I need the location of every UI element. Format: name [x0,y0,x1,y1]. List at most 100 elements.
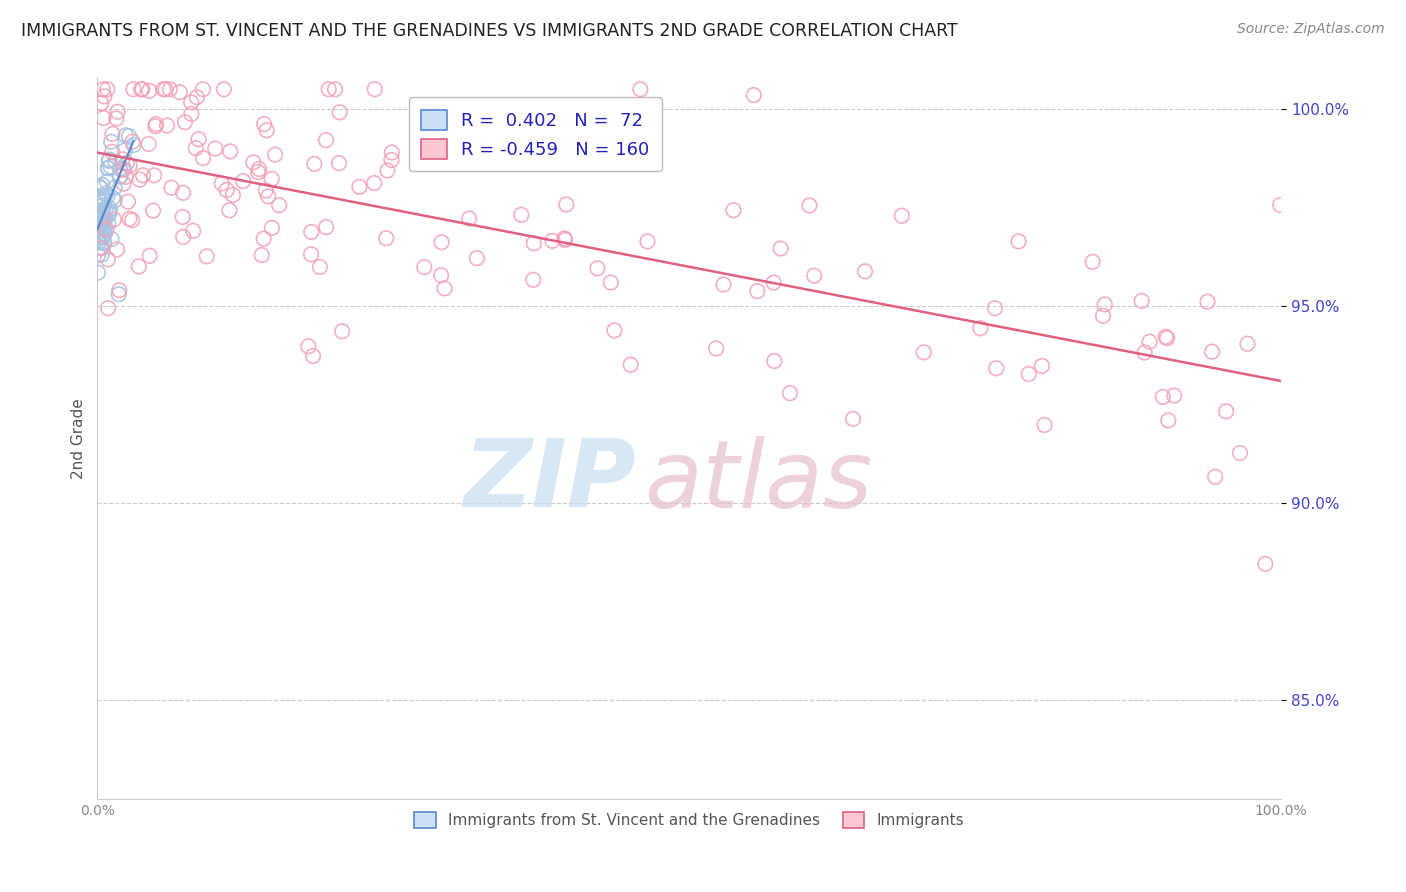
Point [204,142,226,156]
Point [599,276,621,290]
Point [799,198,821,212]
Point [180,107,202,121]
Point [564,155,586,169]
Point [90,247,112,261]
Point [114,144,136,158]
Point [94,227,117,241]
Point [96,175,118,189]
Point [260,171,283,186]
Point [91,218,114,232]
Point [98,204,121,219]
Point [186,90,208,104]
Point [93,202,115,217]
Point [142,203,165,218]
Point [763,354,786,368]
Point [91,241,114,255]
Point [181,224,204,238]
Point [90,181,112,195]
Point [118,211,141,226]
Point [364,82,387,96]
Point [603,323,626,337]
Point [1154,330,1177,344]
Point [91,213,114,227]
Point [329,105,352,120]
Point [118,129,141,144]
Point [93,192,115,206]
Point [510,208,533,222]
Point [853,264,876,278]
Point [315,133,337,147]
Point [318,82,340,96]
Point [97,153,120,168]
Point [101,127,124,141]
Point [87,230,110,244]
Point [912,345,935,359]
Point [219,145,242,159]
Point [107,287,129,301]
Point [94,186,117,201]
Point [195,249,218,263]
Point [555,197,578,211]
Point [93,193,115,207]
Point [723,203,745,218]
Point [108,169,131,184]
Point [160,180,183,194]
Point [302,349,325,363]
Point [91,204,114,219]
Point [96,222,118,236]
Point [620,358,643,372]
Point [104,154,127,169]
Point [349,179,371,194]
Point [264,147,287,161]
Point [1157,413,1180,427]
Point [100,232,122,246]
Point [105,243,128,257]
Point [159,82,181,96]
Point [90,213,112,227]
Point [890,209,912,223]
Point [90,205,112,219]
Text: IMMIGRANTS FROM ST. VINCENT AND THE GRENADINES VS IMMIGRANTS 2ND GRADE CORRELATI: IMMIGRANTS FROM ST. VINCENT AND THE GREN… [21,22,957,40]
Point [93,227,115,241]
Point [93,211,115,225]
Point [89,224,111,238]
Point [145,117,167,131]
Point [101,145,124,159]
Point [187,132,209,146]
Point [93,235,115,250]
Point [260,220,283,235]
Point [111,162,134,177]
Point [323,82,346,96]
Point [112,162,135,177]
Point [256,123,278,137]
Point [218,203,240,218]
Point [93,235,115,250]
Point [250,248,273,262]
Point [375,231,398,245]
Point [253,232,276,246]
Point [108,169,131,184]
Point [156,119,179,133]
Y-axis label: 2nd Grade: 2nd Grade [72,398,86,478]
Point [108,161,131,176]
Point [1215,404,1237,418]
Point [704,342,727,356]
Point [522,273,544,287]
Point [742,88,765,103]
Point [523,236,546,251]
Point [138,249,160,263]
Point [380,153,402,167]
Point [377,163,399,178]
Point [89,241,111,255]
Point [1094,297,1116,311]
Point [91,230,114,244]
Point [315,220,337,235]
Point [1130,293,1153,308]
Point [112,177,135,191]
Point [1156,331,1178,345]
Point [1018,367,1040,381]
Point [131,82,153,96]
Point [87,222,110,236]
Point [98,206,121,220]
Point [1197,294,1219,309]
